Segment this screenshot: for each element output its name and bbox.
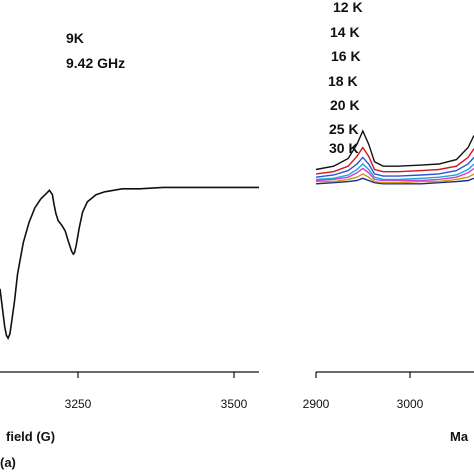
legend-label-12k: 12 K <box>333 0 363 15</box>
legend-label-20k: 20 K <box>330 97 360 113</box>
right-curves <box>315 129 474 185</box>
curve-30k <box>315 177 474 185</box>
curve-18k <box>315 163 474 181</box>
curve-14k <box>315 146 474 175</box>
legend-label-14k: 14 K <box>330 24 360 40</box>
annotation-frequency: 9.42 GHz <box>66 55 125 71</box>
curve-12k <box>315 129 474 171</box>
left-panel: 3250 3500 field (G) (a) 9K 9.42 GHz <box>0 30 259 470</box>
curve-25k <box>316 173 474 184</box>
panel-label-a: (a) <box>0 455 16 470</box>
right-x-axis-label: Ma <box>450 429 469 444</box>
left-x-tick-label-3500: 3500 <box>221 397 248 411</box>
annotation-temperature: 9K <box>66 30 84 46</box>
legend-label-30k: 30 K <box>329 140 359 156</box>
left-epr-curve <box>0 186 259 340</box>
legend-label-25k: 25 K <box>329 121 359 137</box>
legend-label-18k: 18 K <box>328 73 358 89</box>
right-panel: 2900 3000 Ma 12 K 14 K 16 K 18 K 20 K 25… <box>303 0 474 444</box>
right-x-tick-label-2900: 2900 <box>303 397 330 411</box>
right-x-tick-label-3000: 3000 <box>397 397 424 411</box>
left-x-tick-label-3250: 3250 <box>65 397 92 411</box>
curve-16k <box>315 156 474 178</box>
left-x-axis-label: field (G) <box>6 429 55 444</box>
curve-20k <box>315 167 474 182</box>
legend-label-16k: 16 K <box>331 48 361 64</box>
